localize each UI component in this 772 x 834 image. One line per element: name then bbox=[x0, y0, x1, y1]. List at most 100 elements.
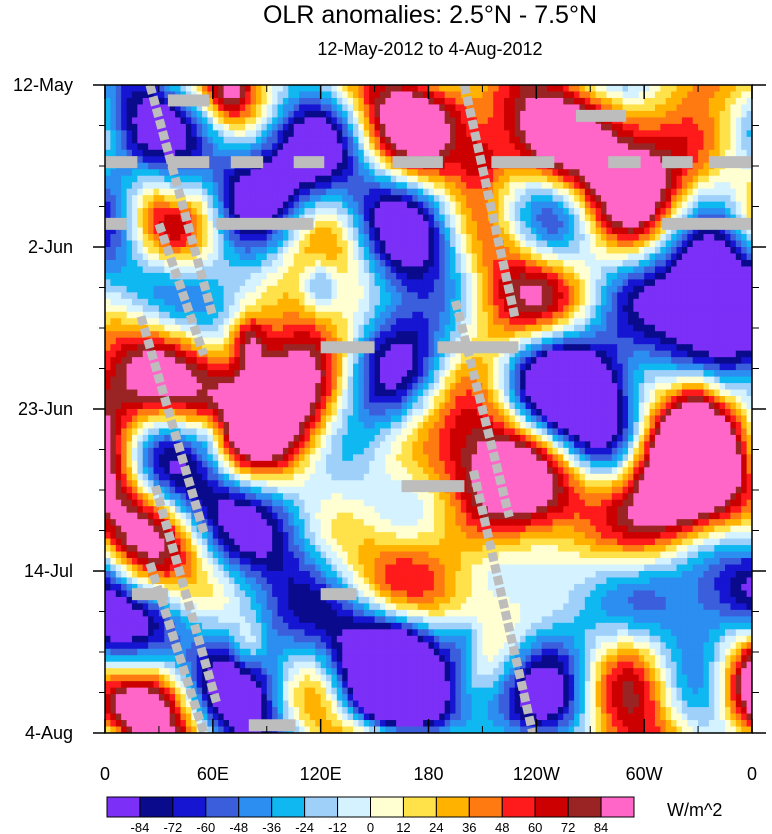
anomaly-cell bbox=[396, 136, 403, 144]
anomaly-cell bbox=[105, 266, 111, 274]
anomaly-cell bbox=[369, 214, 376, 222]
anomaly-cell bbox=[353, 182, 360, 190]
anomaly-cell bbox=[142, 311, 149, 319]
anomaly-cell bbox=[239, 208, 246, 216]
anomaly-cell bbox=[363, 227, 370, 235]
anomaly-cell bbox=[347, 214, 354, 222]
anomaly-cell bbox=[579, 266, 586, 274]
anomaly-cell bbox=[601, 97, 608, 106]
anomaly-cell bbox=[379, 253, 386, 261]
anomaly-cell bbox=[644, 91, 651, 99]
anomaly-cell bbox=[541, 240, 548, 248]
anomaly-cell bbox=[498, 279, 505, 287]
anomaly-cell bbox=[471, 240, 478, 248]
anomaly-cell bbox=[148, 110, 155, 118]
anomaly-cell bbox=[725, 344, 732, 352]
anomaly-cell bbox=[315, 311, 322, 319]
anomaly-cell bbox=[660, 130, 667, 138]
anomaly-cell bbox=[439, 195, 446, 203]
anomaly-cell bbox=[698, 162, 705, 170]
anomaly-cell bbox=[660, 169, 667, 177]
anomaly-cell bbox=[385, 130, 392, 138]
anomaly-cell bbox=[714, 298, 721, 306]
anomaly-cell bbox=[428, 227, 435, 235]
anomaly-cell bbox=[482, 143, 489, 151]
anomaly-cell bbox=[401, 182, 408, 190]
anomaly-cell bbox=[520, 182, 527, 190]
anomaly-cell bbox=[234, 279, 241, 287]
anomaly-cell bbox=[584, 272, 591, 280]
anomaly-cell bbox=[568, 247, 575, 255]
anomaly-cell bbox=[536, 292, 543, 300]
anomaly-cell bbox=[439, 175, 446, 183]
anomaly-cell bbox=[320, 318, 327, 326]
anomaly-cell bbox=[126, 227, 133, 235]
anomaly-cell bbox=[212, 337, 219, 345]
anomaly-cell bbox=[552, 97, 559, 106]
anomaly-cell bbox=[439, 279, 446, 287]
anomaly-cell bbox=[331, 104, 338, 112]
anomaly-cell bbox=[277, 208, 284, 216]
anomaly-cell bbox=[746, 318, 752, 326]
anomaly-cell bbox=[746, 227, 752, 235]
anomaly-cell bbox=[622, 175, 629, 183]
anomaly-cell bbox=[110, 331, 117, 339]
anomaly-cell bbox=[412, 208, 419, 216]
anomaly-cell bbox=[574, 318, 581, 326]
anomaly-cell bbox=[633, 85, 640, 93]
anomaly-cell bbox=[617, 208, 624, 216]
anomaly-cell bbox=[207, 214, 214, 222]
anomaly-cell bbox=[714, 195, 721, 203]
anomaly-cell bbox=[105, 143, 111, 151]
anomaly-cell bbox=[676, 182, 683, 190]
anomaly-cell bbox=[121, 169, 128, 177]
anomaly-cell bbox=[191, 292, 198, 300]
anomaly-cell bbox=[185, 169, 192, 177]
anomaly-cell bbox=[547, 175, 554, 183]
anomaly-cell bbox=[353, 208, 360, 216]
anomaly-cell bbox=[245, 285, 252, 293]
anomaly-cell bbox=[482, 234, 489, 242]
anomaly-cell bbox=[638, 266, 645, 274]
anomaly-cell bbox=[288, 130, 295, 138]
anomaly-cell bbox=[234, 311, 241, 319]
anomaly-cell bbox=[665, 208, 672, 216]
anomaly-cell bbox=[336, 91, 343, 99]
anomaly-cell bbox=[196, 143, 203, 151]
anomaly-cell bbox=[509, 182, 516, 190]
anomaly-cell bbox=[320, 149, 327, 157]
anomaly-cell bbox=[180, 247, 187, 255]
anomaly-cell bbox=[660, 311, 667, 319]
anomaly-cell bbox=[326, 272, 333, 280]
anomaly-cell bbox=[482, 201, 489, 209]
anomaly-cell bbox=[746, 175, 752, 183]
anomaly-cell bbox=[725, 123, 732, 131]
anomaly-cell bbox=[374, 214, 381, 222]
anomaly-cell bbox=[164, 227, 171, 235]
anomaly-cell bbox=[638, 85, 645, 93]
anomaly-cell bbox=[315, 208, 322, 216]
anomaly-cell bbox=[428, 311, 435, 319]
anomaly-cell bbox=[185, 175, 192, 183]
anomaly-cell bbox=[466, 292, 473, 300]
anomaly-cell bbox=[331, 195, 338, 203]
anomaly-cell bbox=[563, 234, 570, 242]
anomaly-cell bbox=[223, 85, 230, 93]
anomaly-cell bbox=[353, 85, 360, 93]
anomaly-cell bbox=[153, 149, 160, 157]
anomaly-cell bbox=[595, 266, 602, 274]
anomaly-cell bbox=[342, 214, 349, 222]
anomaly-cell bbox=[493, 110, 500, 118]
anomaly-cell bbox=[590, 331, 597, 339]
anomaly-cell bbox=[288, 104, 295, 112]
anomaly-cell bbox=[530, 117, 537, 125]
anomaly-cell bbox=[611, 266, 618, 274]
anomaly-cell bbox=[725, 149, 732, 157]
anomaly-cell bbox=[611, 324, 618, 332]
anomaly-cell bbox=[374, 221, 381, 229]
anomaly-cell bbox=[687, 201, 694, 209]
anomaly-cell bbox=[266, 266, 273, 274]
anomaly-cell bbox=[471, 337, 478, 345]
anomaly-cell bbox=[131, 298, 138, 306]
anomaly-cell bbox=[185, 253, 192, 261]
